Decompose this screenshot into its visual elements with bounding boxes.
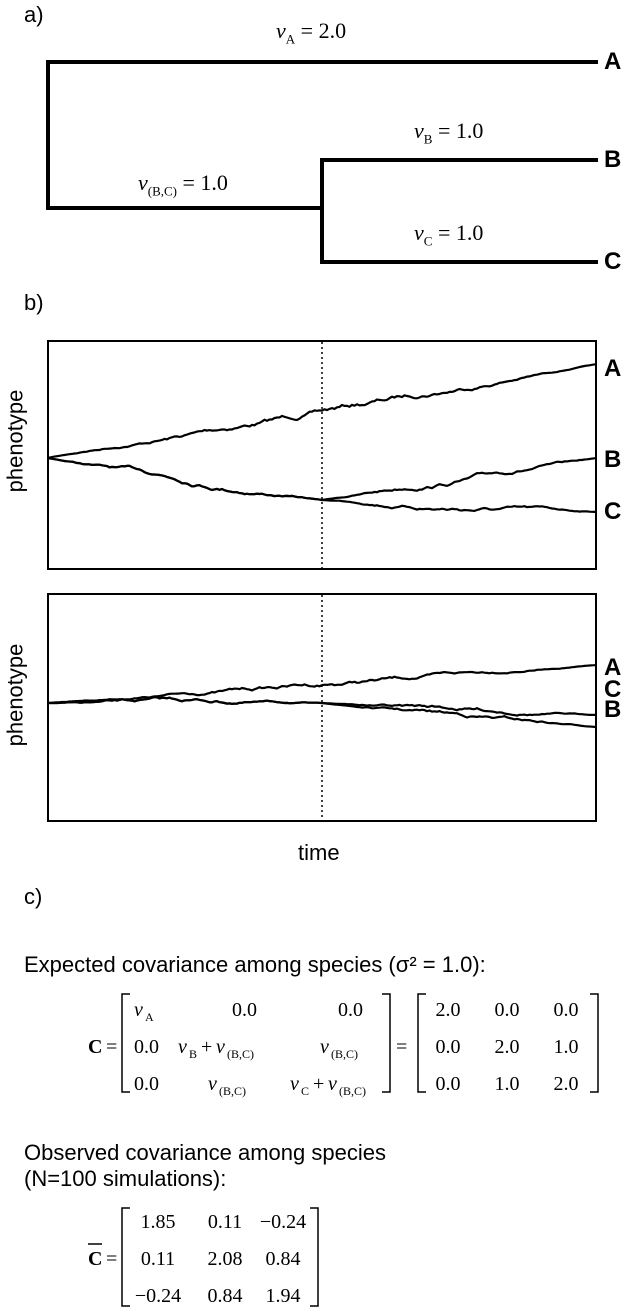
svg-text:v: v — [328, 1073, 337, 1095]
svg-text:A: A — [145, 1010, 154, 1024]
branch-label-bc: v(B,C) = 1.0 — [138, 170, 228, 199]
observed-caption-line2: (N=100 simulations): — [24, 1166, 227, 1191]
panel-c-label: c) — [24, 884, 43, 909]
branch-label-b: vB = 1.0 — [414, 118, 484, 147]
panel-a-label: a) — [24, 2, 44, 27]
observed-cell-1-1: 2.08 — [208, 1248, 243, 1270]
bottom-plot — [47, 595, 597, 820]
expected-cell-0-1: 0.0 — [495, 999, 520, 1021]
bottom-plot-frame — [47, 593, 597, 822]
svg-text:0.0: 0.0 — [232, 999, 257, 1021]
matrix-symbol-cbar: C — [88, 1248, 102, 1270]
observed-caption-line1: Observed covariance among species — [24, 1140, 386, 1165]
top-tip-a: A — [604, 355, 622, 382]
observed-cell-0-1: 0.11 — [208, 1211, 242, 1233]
trajectory-c — [47, 695, 597, 717]
svg-text:=: = — [106, 1248, 117, 1270]
svg-text:(B,C): (B,C) — [339, 1084, 366, 1098]
tip-label-b: B — [604, 146, 622, 173]
expected-caption: Expected covariance among species (σ² = … — [24, 952, 486, 977]
branch-label-c: vC = 1.0 — [414, 220, 484, 249]
time-axis-label: time — [298, 840, 340, 865]
observed-cell-1-0: 0.11 — [141, 1248, 175, 1270]
top-plot-frame — [47, 340, 597, 570]
expected-cell-2-1: 1.0 — [495, 1073, 520, 1095]
expected-cell-0-0: 2.0 — [436, 999, 461, 1021]
top-plot-ylabel: phenotype — [2, 389, 28, 493]
svg-text:0.0: 0.0 — [134, 1036, 159, 1058]
tip-label-c: C — [604, 248, 622, 275]
svg-text:(B,C): (B,C) — [331, 1047, 358, 1061]
tip-label-a: A — [604, 48, 622, 75]
bottom-tip-b: B — [604, 696, 622, 723]
svg-text:v: v — [216, 1036, 225, 1058]
svg-text:+: + — [201, 1036, 212, 1058]
expected-cell-2-2: 2.0 — [554, 1073, 579, 1095]
svg-text:+: + — [313, 1073, 324, 1095]
observed-cell-1-2: 0.84 — [266, 1248, 301, 1270]
svg-text:=: = — [396, 1036, 407, 1058]
observed-cell-2-2: 1.94 — [266, 1285, 301, 1307]
matrix-symbol-c: C — [88, 1036, 102, 1058]
trajectory-c — [47, 456, 597, 514]
trajectory-a — [47, 362, 597, 460]
observed-matrix: C = 1.85 0.11 −0.24 0.11 2.08 0.84 −0.24 0.84 1.… — [88, 1207, 319, 1307]
bottom-plot-ylabel: phenotype — [2, 643, 28, 747]
svg-text:C: C — [301, 1084, 309, 1098]
expected-cell-1-1: 2.0 — [495, 1036, 520, 1058]
svg-text:v: v — [208, 1073, 217, 1095]
expected-cell-0-2: 0.0 — [554, 999, 579, 1021]
top-plot — [47, 342, 597, 568]
svg-text:B: B — [189, 1047, 197, 1061]
svg-text:0.0: 0.0 — [338, 999, 363, 1021]
svg-text:v: v — [178, 1036, 187, 1058]
svg-text:v: v — [320, 1036, 329, 1058]
expected-cell-1-0: 0.0 — [436, 1036, 461, 1058]
observed-cell-0-2: −0.24 — [260, 1211, 306, 1233]
bottom-tip-a: A — [604, 654, 622, 681]
expected-cell-1-2: 1.0 — [554, 1036, 579, 1058]
top-tip-c: C — [604, 498, 622, 525]
svg-text:(B,C): (B,C) — [219, 1084, 246, 1098]
phylogeny-tree — [46, 60, 598, 264]
bottom-tip-c: C — [604, 676, 622, 703]
top-tip-b: B — [604, 446, 622, 473]
observed-cell-2-0: −0.24 — [135, 1285, 181, 1307]
svg-text:(B,C): (B,C) — [227, 1047, 254, 1061]
expected-cell-2-0: 0.0 — [436, 1073, 461, 1095]
svg-text:v: v — [134, 999, 143, 1021]
observed-cell-0-0: 1.85 — [141, 1211, 176, 1233]
panel-b-label: b) — [24, 290, 44, 315]
svg-text:0.0: 0.0 — [134, 1073, 159, 1095]
svg-text:=: = — [106, 1036, 117, 1058]
branch-label-a: vA = 2.0 — [276, 18, 347, 47]
trajectory-a — [47, 663, 597, 705]
observed-cell-2-1: 0.84 — [208, 1285, 243, 1307]
svg-text:v: v — [290, 1073, 299, 1095]
